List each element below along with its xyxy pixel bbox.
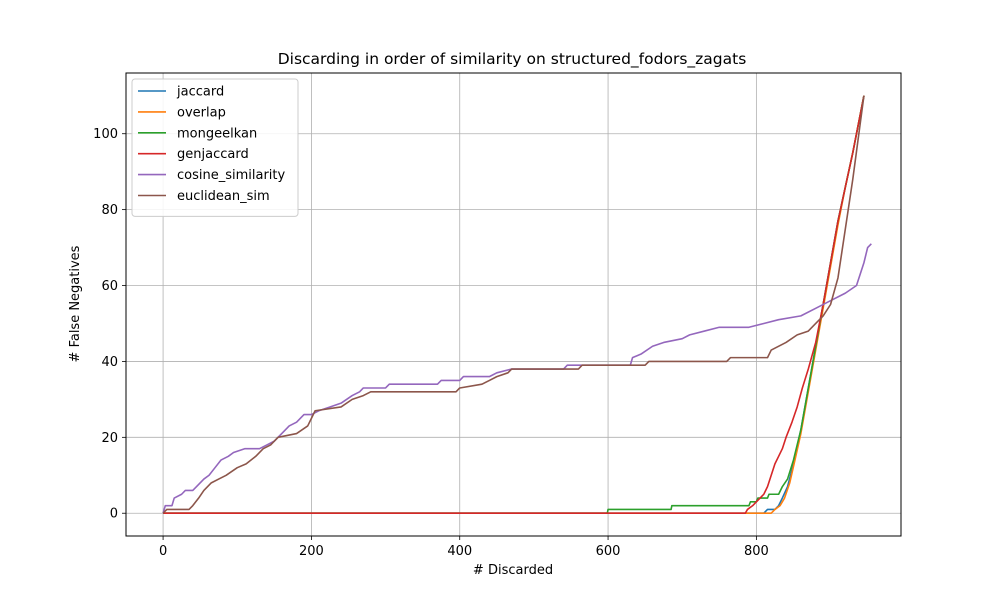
x-tick-label: 600	[596, 544, 621, 559]
series-line-euclidean-sim	[162, 95, 865, 514]
legend-box	[131, 78, 299, 217]
x-tick-label: 800	[744, 544, 769, 559]
y-tick-label: 20	[101, 431, 118, 446]
series-lines	[162, 95, 872, 515]
series-line-cosine-similarity	[162, 243, 872, 514]
x-tick-label: 200	[299, 544, 324, 559]
legend-label: jaccard	[176, 85, 224, 100]
x-axis-ticks: 0 200 400 600 800	[159, 536, 769, 559]
x-axis-label: # Discarded	[473, 563, 553, 578]
y-tick-label: 80	[101, 203, 118, 218]
legend-label: genjaccard	[177, 147, 249, 162]
x-tick-label: 400	[447, 544, 472, 559]
y-tick-label: 0	[110, 507, 118, 522]
y-tick-label: 100	[93, 127, 118, 142]
y-tick-label: 40	[101, 355, 118, 370]
legend-label: mongeelkan	[177, 126, 257, 141]
chart-title: Discarding in order of similarity on str…	[278, 50, 747, 69]
y-axis-ticks: 0 20 40 60 80 100	[93, 127, 126, 522]
y-axis-label: # False Negatives	[68, 245, 83, 362]
legend: jaccard overlap mongeelkan genjaccard cosine…	[131, 78, 299, 217]
legend-label: cosine_similarity	[177, 168, 286, 183]
legend-label: euclidean_sim	[177, 189, 270, 204]
legend-label: overlap	[177, 105, 226, 120]
grid	[126, 73, 901, 536]
series-line-genjaccard	[163, 95, 865, 515]
y-tick-label: 60	[101, 279, 118, 294]
x-tick-label: 0	[159, 544, 167, 559]
plot-frame	[125, 72, 902, 537]
